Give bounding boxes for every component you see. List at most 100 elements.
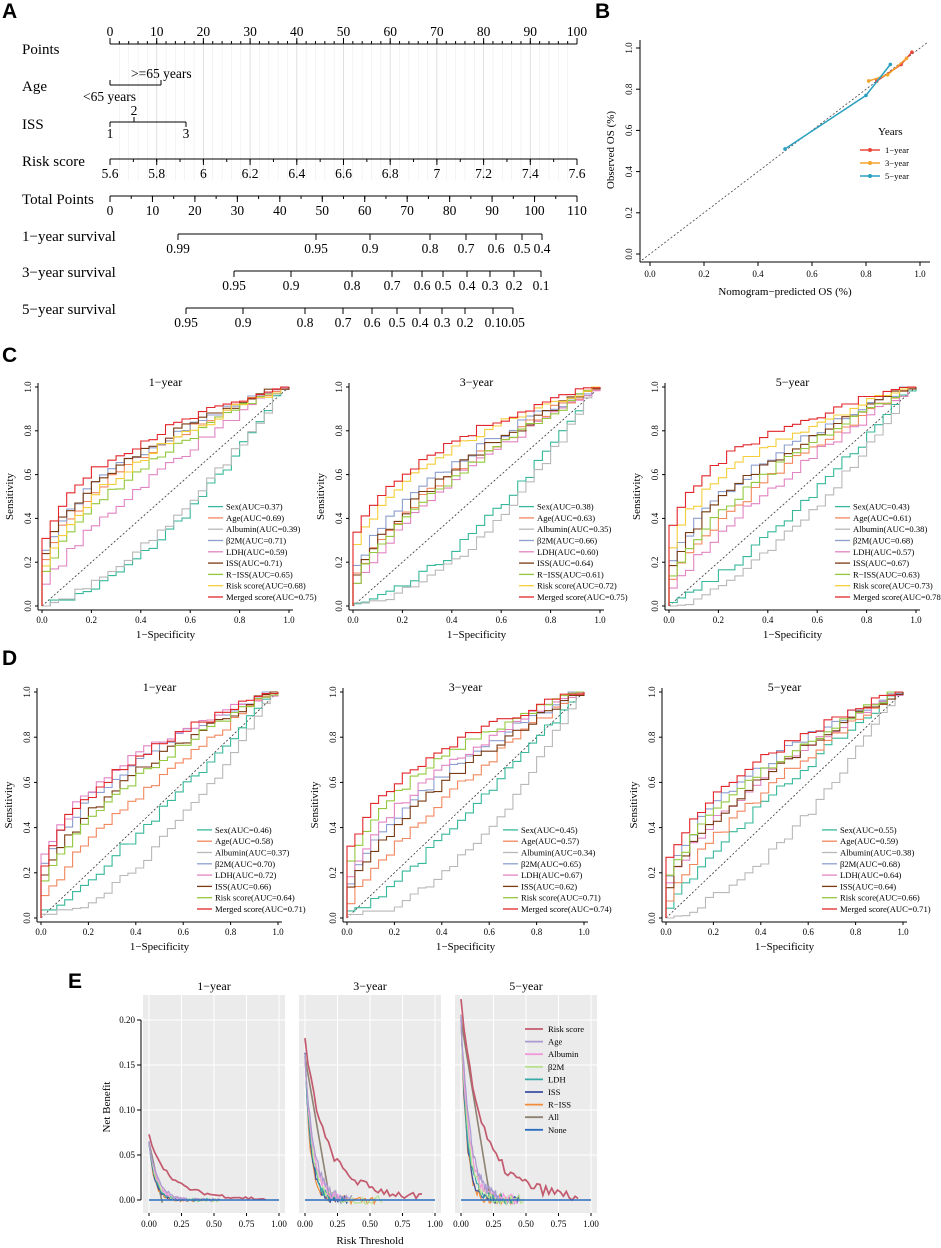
roc-reference-line bbox=[352, 386, 601, 607]
roc-y-tick-label: 0.4 bbox=[22, 821, 32, 833]
calib-x-tick-label: 1.0 bbox=[914, 269, 926, 279]
roc-y-title: Sensitivity bbox=[309, 781, 321, 829]
roc-x-tick-label: 1.0 bbox=[910, 615, 922, 625]
roc-x-tick-label: 0.2 bbox=[389, 927, 400, 937]
dca-line bbox=[304, 1054, 353, 1204]
roc-legend-label: Risk score(AUC=0.68) bbox=[226, 581, 306, 591]
nomogram-row-label-points: Points bbox=[22, 42, 60, 58]
age-tick-label: <65 years bbox=[83, 89, 136, 104]
dca-y-tick-label: 0.05 bbox=[119, 1150, 135, 1160]
survival-5-year-tick-label: 0.4 bbox=[412, 315, 429, 330]
calib-legend-marker bbox=[868, 174, 872, 178]
roc-y-tick-label: 0.0 bbox=[328, 912, 338, 924]
survival-3-year-tick-label: 0.8 bbox=[344, 278, 361, 293]
roc-x-title: 1−Specificity bbox=[755, 941, 815, 953]
roc-legend-label: ISS(AUC=0.62) bbox=[521, 881, 577, 891]
total-points-tick-label: 20 bbox=[188, 203, 202, 218]
roc-y-tick-label: 0.2 bbox=[650, 557, 660, 568]
risk-score-tick-label: 7.2 bbox=[475, 166, 492, 181]
dca-panel-e: 0.00 0.05 0.10 0.15 0.20 Net Benefit Risk Thre… bbox=[101, 979, 599, 1247]
nomogram-scales: 0 10 20 30 40 50 60 70 80 90 100>=65 years<65 year… bbox=[83, 24, 587, 330]
calib-x-tick-label: 0.0 bbox=[644, 269, 656, 279]
survival-1-year-tick-label: 0.7 bbox=[458, 241, 475, 256]
roc-x-tick-label: 0.6 bbox=[185, 615, 197, 625]
nomogram-row-label-5-year: 5−year survival bbox=[22, 302, 116, 318]
roc-legend-label: Merged score(AUC=0.75) bbox=[226, 592, 317, 602]
roc-curve bbox=[665, 691, 903, 918]
calib-point bbox=[885, 72, 890, 77]
dca-x-tick-label: 0.00 bbox=[141, 1219, 157, 1229]
roc-y-tick-label: 0.0 bbox=[22, 912, 32, 924]
roc-x-tick-label: 0.4 bbox=[755, 927, 767, 937]
roc-curve bbox=[346, 691, 584, 918]
roc-y-tick-label: 0.6 bbox=[647, 776, 657, 788]
roc-curve bbox=[668, 386, 916, 606]
roc-y-tick-label: 0.2 bbox=[328, 867, 338, 878]
calib-y-tick-label: 0.6 bbox=[624, 124, 634, 136]
roc-legend-label: Age(AUC=0.58) bbox=[215, 836, 273, 846]
calib-series-line bbox=[868, 57, 907, 82]
calibration-plot: 0.0 0.2 0.4 0.6 0.8 1.0 0.0 0.2 0.4 0.6 0.8 1.0 Nomo… bbox=[605, 40, 930, 298]
points-tick-label: 100 bbox=[567, 24, 588, 39]
roc-subplot-title: 5−year bbox=[776, 375, 809, 389]
dca-subplot-title: 5−year bbox=[509, 979, 542, 993]
roc-curve bbox=[42, 387, 290, 607]
roc-legend-label: Albumin(AUC=0.37) bbox=[215, 848, 289, 858]
survival-5-year-tick-label: 0.9 bbox=[235, 315, 252, 330]
survival-1-year-tick-label: 0.9 bbox=[362, 241, 379, 256]
roc-subplot-title: 5−year bbox=[768, 680, 801, 694]
calib-y-tick-label: 0.8 bbox=[624, 83, 634, 95]
dca-legend-label: ISS bbox=[548, 1087, 561, 1097]
roc-x-tick-label: 1.0 bbox=[594, 615, 606, 625]
roc-legend-label: Age(AUC=0.57) bbox=[521, 836, 579, 846]
dca-y-tick-label: 0.10 bbox=[119, 1105, 135, 1115]
roc-y-tick-label: 0.8 bbox=[328, 731, 338, 743]
dca-legend-label: Risk score bbox=[548, 1024, 584, 1034]
roc-legend-label: R−ISS(AUC=0.61) bbox=[537, 569, 604, 579]
roc-legend-label: ISS(AUC=0.64) bbox=[537, 558, 593, 568]
roc-subplot-title: 1−year bbox=[143, 680, 176, 694]
points-tick-label: 30 bbox=[243, 24, 257, 39]
survival-3-year-tick-label: 0.2 bbox=[506, 278, 523, 293]
risk-score-tick-label: 6.8 bbox=[382, 166, 399, 181]
roc-curve bbox=[666, 692, 904, 919]
roc-legend-label: β2M(AUC=0.68) bbox=[840, 859, 900, 869]
total-points-tick-label: 40 bbox=[273, 203, 287, 218]
roc-x-tick-label: 0.8 bbox=[225, 927, 237, 937]
survival-3-year-tick-label: 0.5 bbox=[435, 278, 452, 293]
calib-series-line bbox=[784, 64, 891, 150]
roc-x-tick-label: 0.8 bbox=[531, 927, 543, 937]
points-tick-label: 0 bbox=[107, 24, 114, 39]
survival-1-year-tick-label: 0.8 bbox=[422, 241, 439, 256]
dca-legend-label: Age bbox=[548, 1037, 563, 1047]
roc-y-title: Sensitivity bbox=[628, 781, 640, 829]
roc-x-tick-label: 0.8 bbox=[850, 927, 862, 937]
roc-curve bbox=[41, 386, 289, 606]
roc-y-tick-label: 0.4 bbox=[650, 512, 660, 524]
roc-x-title: 1−Specificity bbox=[763, 629, 823, 641]
iss-tick-label: 1 bbox=[107, 126, 114, 141]
roc-curve bbox=[668, 386, 916, 606]
risk-score-tick-label: 7 bbox=[434, 166, 441, 181]
roc-legend-label: LDH(AUC=0.67) bbox=[521, 870, 583, 880]
roc-legend-label: LDH(AUC=0.60) bbox=[537, 547, 599, 557]
roc-x-tick-label: 0.2 bbox=[713, 615, 724, 625]
roc-y-tick-label: 1.0 bbox=[23, 381, 33, 393]
roc-legend-label: Risk score(AUC=0.72) bbox=[537, 581, 617, 591]
dca-x-tick-label: 0.50 bbox=[206, 1219, 222, 1229]
dca-x-tick-label: 0.50 bbox=[518, 1219, 534, 1229]
survival-5-year-tick-label: 0.95 bbox=[174, 315, 198, 330]
roc-y-tick-label: 0.2 bbox=[334, 557, 344, 568]
roc-legend-label: Sex(AUC=0.55) bbox=[840, 825, 897, 835]
iss-tick-label: 3 bbox=[183, 126, 190, 141]
points-tick-label: 60 bbox=[383, 24, 397, 39]
survival-3-year-tick-label: 0.6 bbox=[414, 278, 431, 293]
roc-curve bbox=[41, 387, 290, 606]
survival-3-year-tick-label: 0.7 bbox=[384, 278, 401, 293]
roc-y-tick-label: 0.8 bbox=[23, 425, 33, 437]
roc-legend-label: ISS(AUC=0.64) bbox=[840, 881, 896, 891]
roc-curve bbox=[40, 692, 279, 918]
survival-1-year-tick-label: 0.6 bbox=[488, 241, 505, 256]
calib-x-tick-label: 0.2 bbox=[698, 269, 709, 279]
